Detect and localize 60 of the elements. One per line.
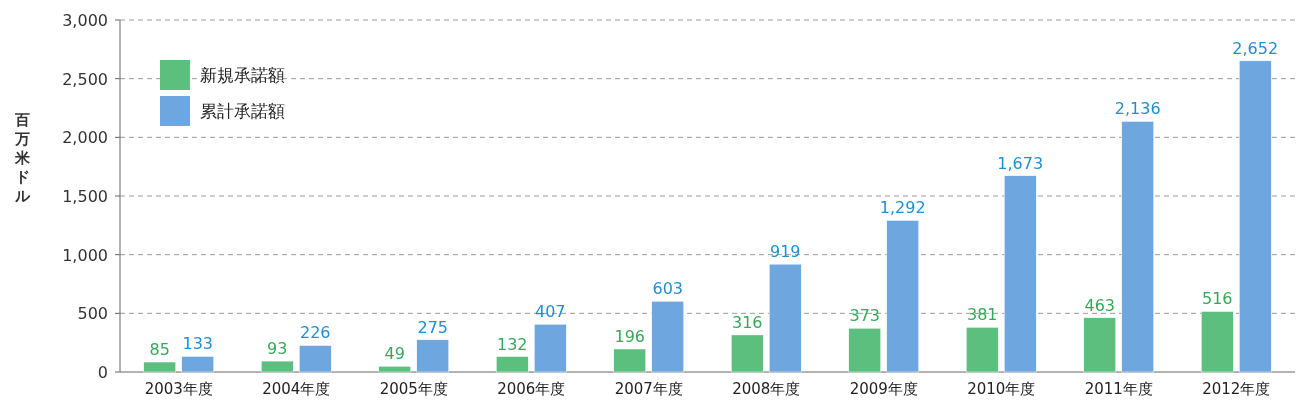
data-label: 275 [417, 317, 449, 337]
x-tick-label: 2012年度 [1202, 380, 1271, 398]
bar [769, 263, 802, 373]
y-tick-label: 1,500 [62, 187, 108, 206]
data-label: 49 [384, 344, 405, 364]
bar [1201, 311, 1234, 373]
data-label: 133 [182, 334, 214, 354]
bar [886, 220, 919, 373]
bar [651, 301, 684, 373]
x-tick-label: 2005年度 [379, 380, 448, 398]
bar [496, 356, 529, 373]
data-label: 381 [966, 305, 998, 325]
bar [613, 348, 646, 373]
bar [181, 356, 214, 373]
data-label: 373 [849, 306, 881, 326]
bar [848, 327, 881, 373]
bar [1083, 317, 1116, 373]
y-tick-label: 2,000 [62, 128, 108, 148]
bar [731, 334, 764, 373]
x-tick-label: 2010年度 [967, 380, 1036, 398]
bar [378, 366, 411, 373]
bar [261, 360, 294, 373]
data-label: 196 [614, 327, 646, 346]
y-tick-label: 1,000 [62, 245, 108, 265]
data-label: 2,136 [1114, 99, 1161, 119]
x-tick-label: 2008年度 [732, 380, 801, 398]
bar [143, 361, 176, 373]
legend-label: 累計承諾額 [200, 101, 285, 121]
y-tick-label: 0 [97, 363, 108, 382]
bar [534, 324, 567, 373]
x-tick-label: 2006年度 [497, 380, 566, 398]
x-tick-label: 2004年度 [262, 380, 331, 398]
bar [966, 327, 999, 373]
data-label: 463 [1084, 295, 1116, 315]
y-axis-title: 百万米ドル [13, 111, 31, 205]
bar [1004, 175, 1037, 373]
data-label: 407 [534, 302, 566, 322]
x-tick-label: 2009年度 [849, 380, 918, 398]
data-label: 1,673 [997, 153, 1044, 173]
bar [1239, 60, 1272, 373]
y-tick-label: 500 [77, 304, 108, 324]
data-label: 85 [149, 340, 170, 360]
data-label: 226 [299, 323, 331, 343]
bar [1121, 121, 1154, 373]
x-tick-label: 2003年度 [144, 380, 213, 398]
data-label: 603 [652, 279, 684, 299]
data-label: 132 [496, 334, 528, 354]
data-label: 316 [731, 312, 763, 332]
bar [416, 339, 449, 373]
legend-label: 新規承諾額 [200, 65, 285, 85]
y-tick-label: 2,500 [62, 69, 108, 89]
bar [299, 345, 332, 373]
x-tick-label: 2011年度 [1084, 380, 1153, 398]
data-label: 2,652 [1232, 38, 1279, 58]
data-label: 93 [267, 339, 288, 359]
data-label: 516 [1201, 289, 1233, 309]
data-label: 919 [769, 242, 801, 262]
data-label: 1,292 [879, 198, 926, 218]
x-tick-label: 2007年度 [614, 380, 683, 398]
y-tick-label: 3,000 [62, 11, 108, 30]
